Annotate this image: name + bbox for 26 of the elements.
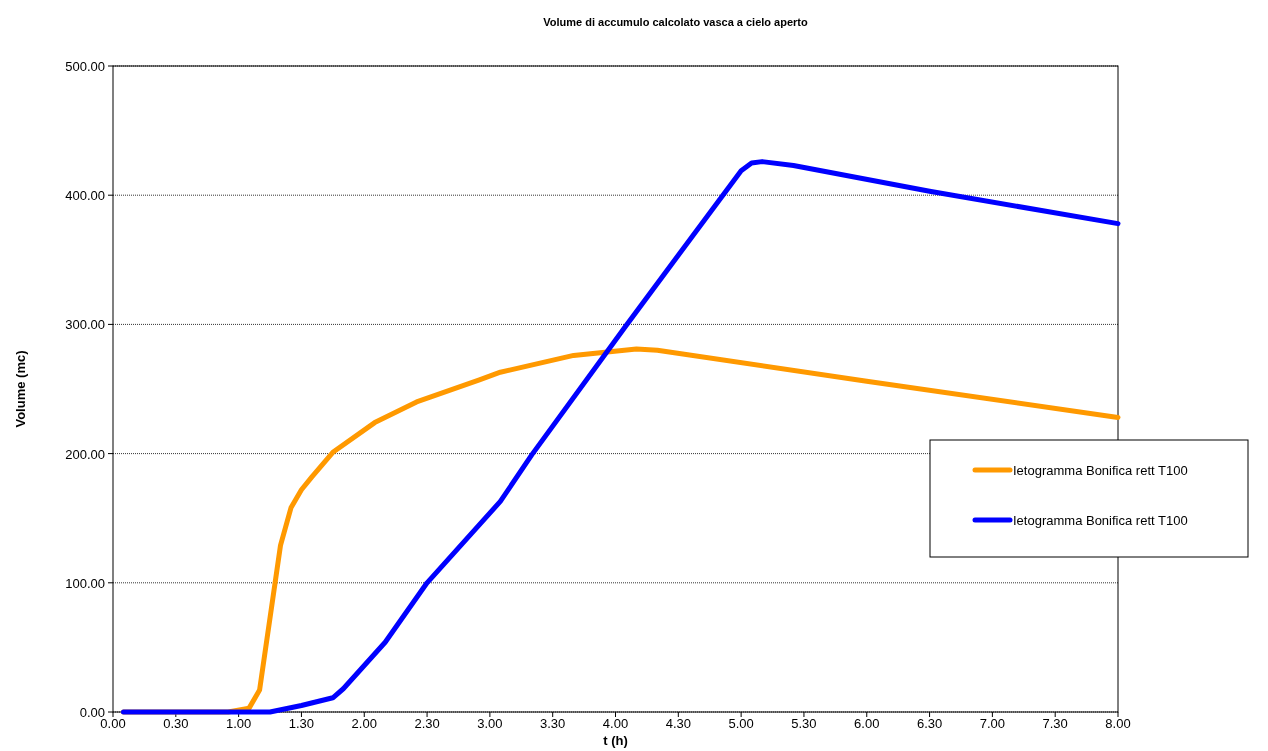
x-tick-label: 6.30 — [916, 716, 943, 731]
x-tick-label: 1.30 — [288, 716, 315, 731]
x-tick-label: 7.30 — [1042, 716, 1068, 731]
x-tick-label: 4.30 — [665, 716, 691, 731]
x-tick-label: 3.00 — [477, 716, 503, 731]
x-tick-label: 0.30 — [163, 716, 189, 731]
x-tick-label: 5.30 — [791, 716, 817, 731]
y-tick-label: 300.00 — [65, 317, 105, 333]
x-tick-label: 4.00 — [602, 716, 629, 731]
y-tick-label: 400.00 — [65, 188, 105, 204]
x-tick-label: 3.30 — [540, 716, 566, 731]
legend-label: Ietogramma Bonifica rett T100 — [1013, 463, 1188, 478]
chart-title: Volume di accumulo calcolato vasca a cielo aperto — [543, 16, 809, 28]
x-tick-label: 5.00 — [728, 716, 754, 731]
y-axis-title: Volume (mc) — [13, 350, 28, 428]
x-tick-label: 6.00 — [854, 716, 880, 731]
x-tick-label: 1.00 — [225, 716, 252, 731]
y-tick-label: 100.00 — [65, 575, 105, 591]
y-tick-label: 500.00 — [65, 59, 105, 74]
x-tick-label: 7.00 — [979, 716, 1006, 731]
x-tick-label: 2.00 — [351, 716, 377, 731]
x-tick-label: 2.30 — [414, 716, 440, 731]
y-tick-label: 200.00 — [65, 446, 105, 462]
x-tick-label: 8.00 — [1105, 716, 1131, 731]
x-axis-title: t (h) — [603, 733, 628, 748]
legend-label: Ietogramma Bonifica rett T100 — [1013, 513, 1188, 528]
